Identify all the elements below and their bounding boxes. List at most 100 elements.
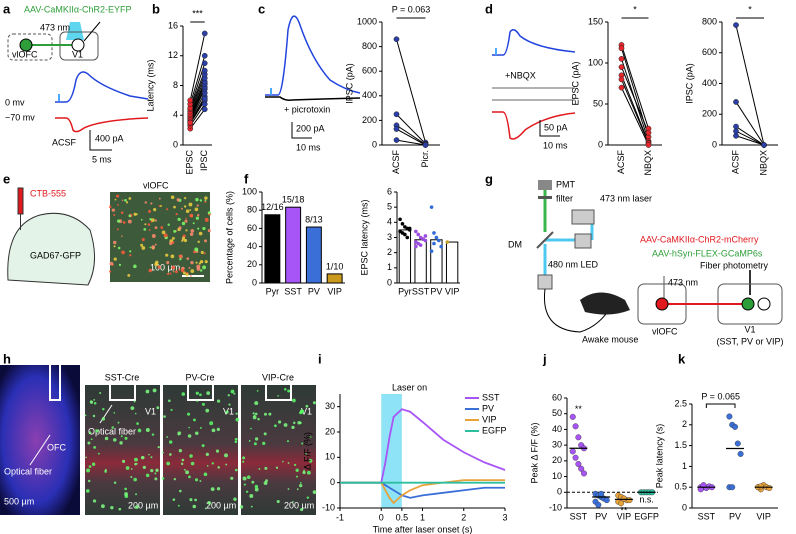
cell-speckle <box>124 492 128 496</box>
cell-speckle <box>134 462 137 466</box>
y-tick-label: 150 <box>588 16 603 26</box>
filter-label: filter <box>556 193 573 203</box>
cell-speckle <box>275 466 279 469</box>
fiber-outline <box>49 365 61 401</box>
cell-speckle <box>130 406 135 411</box>
y-tick-label: 16 <box>168 20 178 30</box>
cell-speckle <box>158 205 161 207</box>
cell-speckle <box>268 412 272 416</box>
x-tick-label: EGFP <box>634 511 659 521</box>
x-tick-label: SST <box>698 511 716 521</box>
virus-label: AAV-CaMKIIα-ChR2-mCherry <box>640 234 759 244</box>
panel-letter: h <box>3 351 11 366</box>
cell-speckle <box>166 261 170 265</box>
fiber-label: Optical fiber <box>4 466 52 476</box>
panel-letter: a <box>3 1 11 16</box>
point <box>405 235 410 240</box>
legend-label: EGFP <box>482 425 507 435</box>
cell-speckle <box>204 507 207 510</box>
cell-speckle <box>296 475 299 478</box>
cell-speckle <box>197 240 200 244</box>
y-tick-label: 0 <box>557 487 562 497</box>
cell-speckle <box>276 499 280 504</box>
y-tick-label: 30 <box>325 401 335 411</box>
cell-speckle <box>100 504 105 509</box>
x-tick-label: IPSC <box>199 150 209 172</box>
cell-speckle <box>263 432 267 436</box>
cell-speckle <box>287 488 290 490</box>
cell-speckle <box>161 477 165 480</box>
point <box>603 497 610 504</box>
cell-speckle <box>137 428 142 433</box>
pmt-box <box>538 180 552 190</box>
cell-speckle <box>308 459 313 463</box>
cell-speckle <box>162 451 164 454</box>
point <box>201 30 208 37</box>
cell-speckle <box>154 472 157 475</box>
chart: 0 50 100 150 EPSC (pA) ACSF NBQX * <box>570 4 662 176</box>
point <box>445 240 450 244</box>
panel-g: PMT filter DM 473 nm laser 480 nm LED Aw… <box>508 179 784 346</box>
point <box>439 244 443 249</box>
point <box>201 60 208 67</box>
cell-speckle <box>215 449 220 453</box>
region-label: V1 <box>72 49 83 59</box>
cell-speckle <box>183 196 187 200</box>
y-tick-label: 600 <box>362 66 377 76</box>
point <box>418 243 423 247</box>
panel-c-traces: + picrotoxin 200 pA 10 ms <box>265 15 361 152</box>
y-axis-label: Peak latency (s) <box>654 424 664 489</box>
cell-speckle <box>149 246 152 249</box>
cell-speckle <box>117 203 119 206</box>
cell-speckle <box>300 508 304 512</box>
cell-speckle <box>154 219 158 222</box>
cell-speckle <box>166 436 169 438</box>
cell-speckle <box>163 233 168 238</box>
cell-speckle <box>287 389 291 393</box>
fiber-outline <box>187 385 214 401</box>
scale-label: 5 ms <box>92 154 112 164</box>
point <box>432 241 436 246</box>
cell-speckle <box>159 204 162 208</box>
point <box>733 132 739 139</box>
cell-speckle <box>180 268 185 273</box>
cell-speckle <box>181 221 186 226</box>
laser-window <box>381 394 402 508</box>
cell-speckle <box>293 463 297 467</box>
y-tick-label: 5 <box>387 202 392 212</box>
arrow <box>99 404 113 424</box>
region-label: vlOFC <box>652 326 678 336</box>
scale-label: 10 ms <box>543 140 568 150</box>
pair-line <box>735 135 765 146</box>
scale-label: 200 pA <box>296 123 325 133</box>
cell-speckle <box>113 257 117 261</box>
cell-speckle <box>152 388 157 393</box>
cell-speckle <box>153 208 157 212</box>
y-tick-label: 50 <box>593 98 603 108</box>
point <box>187 119 194 126</box>
cell-speckle <box>168 440 173 444</box>
cell-speckle <box>161 230 166 235</box>
voltage-label: −70 mv <box>5 112 35 122</box>
cell-speckle <box>297 421 301 425</box>
panel-letter: b <box>152 1 160 16</box>
area-label: V1 <box>223 406 234 416</box>
cell-speckle <box>224 453 228 458</box>
panel-letter: c <box>258 1 265 16</box>
chart: 0 200 400 600 800 1000 IPSC (pA) ACSF Picr. P = 0… <box>344 4 440 174</box>
x-tick-label: NBQX <box>758 150 768 176</box>
cell-speckle <box>149 218 152 221</box>
point <box>761 142 767 148</box>
cell-speckle <box>144 201 147 204</box>
cell-speckle <box>203 239 208 243</box>
cell-speckle <box>206 465 209 467</box>
cell-speckle <box>168 399 171 403</box>
cell-speckle <box>150 220 153 223</box>
cell-speckle <box>204 200 207 203</box>
cell-speckle <box>101 417 105 421</box>
x-tick-label: SST <box>412 286 430 296</box>
cell-speckle <box>135 493 138 496</box>
pmt-label: PMT <box>556 179 576 189</box>
cell-speckle <box>113 481 117 484</box>
dichroic <box>536 231 554 249</box>
